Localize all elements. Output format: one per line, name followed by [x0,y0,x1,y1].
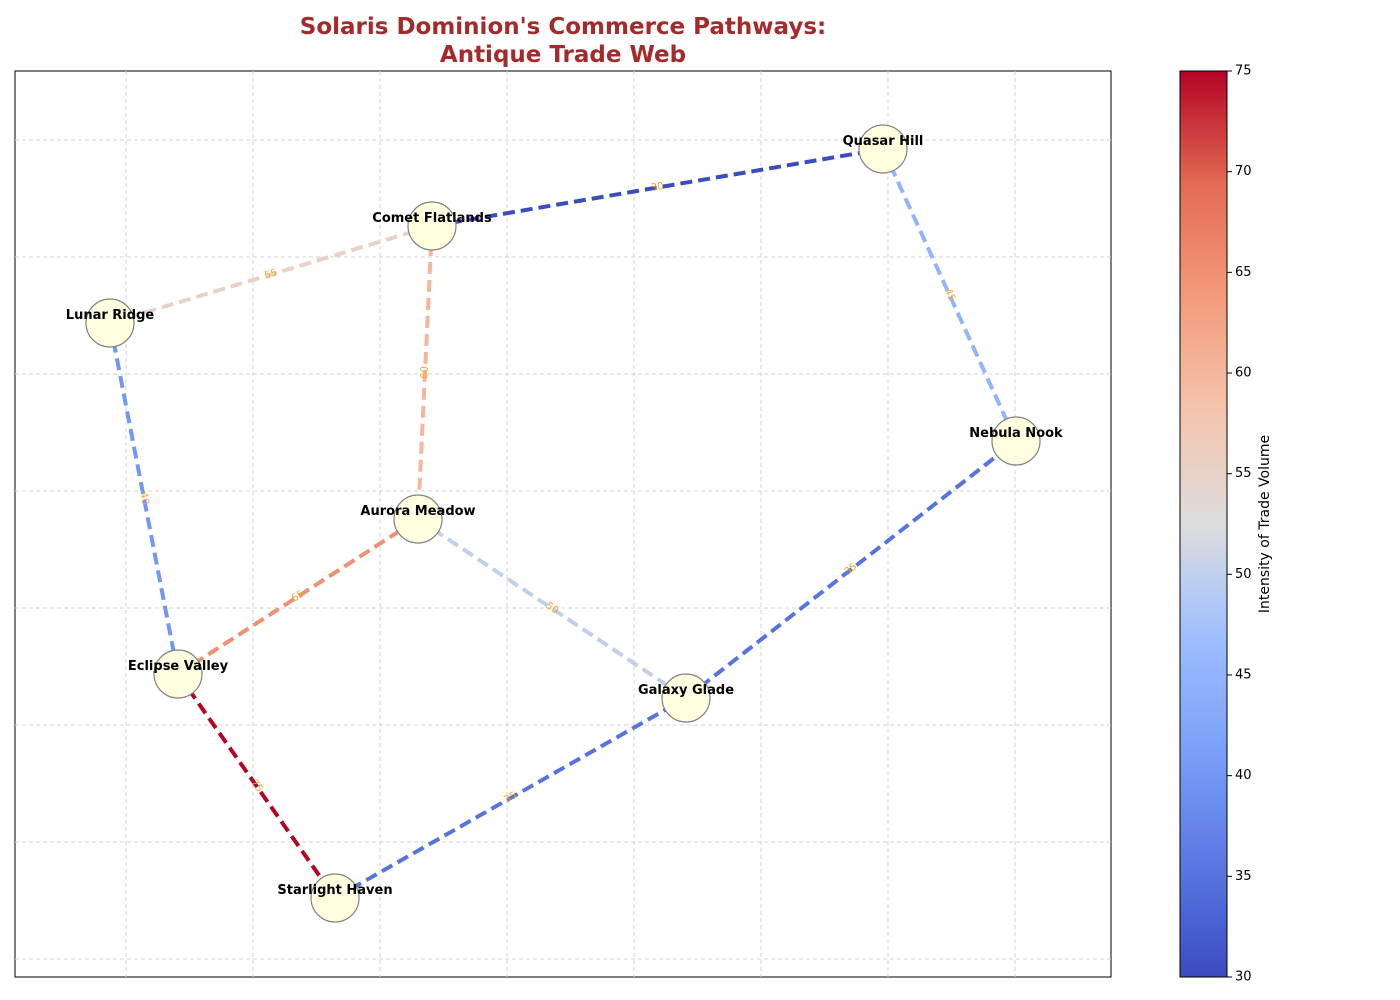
colorbar-tick-label: 30 [1235,970,1252,985]
node-eclipse [153,649,203,699]
node-quasar [858,124,908,174]
edge-lunar-comet [109,224,433,325]
edge-comet-quasar [431,147,884,228]
edge-label: 40 [137,491,150,506]
edge-comet-aurora [416,225,434,520]
node-label-starlight: Starlight Haven [277,883,392,898]
colorbar-tick-label: 65 [1235,265,1252,280]
node-label-lunar: Lunar Ridge [66,308,155,323]
edge-label: 45 [942,287,957,303]
edges [108,147,1018,900]
node-label-nebula: Nebula Nook [969,426,1063,441]
node-labels: Quasar Hill Comet Flatlands Lunar Ridge Neb… [66,134,1063,898]
node-label-eclipse: Eclipse Valley [128,659,229,674]
colorbar-tick-label: 45 [1235,668,1252,683]
edge-label: 30 [650,181,664,194]
colorbar-tick-label: 40 [1235,768,1252,783]
colorbar-tick-label: 75 [1235,64,1252,79]
node-comet [407,201,457,251]
edge-starlight-galaxy [334,696,687,900]
edge-eclipse-starlight [176,672,337,900]
grid [15,71,1111,977]
node-label-aurora: Aurora Meadow [360,504,475,519]
chart-title-line2: Antique Trade Web [440,42,686,68]
edge-lunar-eclipse [108,322,180,675]
edge-eclipse-aurora [176,517,420,676]
colorbar-gradient [1179,70,1228,978]
node-starlight [310,873,360,923]
colorbar: 30 35 40 45 50 55 60 65 70 75 Intensity of Trade … [1179,64,1273,985]
plot-frame [14,70,1112,978]
edge-galaxy-nebula [684,439,1018,700]
colorbar-tick-label: 55 [1235,466,1252,481]
colorbar-tick-label: 60 [1235,366,1252,381]
node-aurora [393,494,443,544]
colorbar-label: Intensity of Trade Volume [1257,435,1273,613]
node-label-comet: Comet Flatlands [372,211,492,226]
edge-label: 60 [419,366,431,379]
edge-label: 55 [263,267,278,281]
node-nebula [991,416,1041,466]
node-galaxy [661,673,711,723]
colorbar-tick-label: 50 [1235,567,1252,582]
nodes [85,124,1041,923]
colorbar-tick-label: 35 [1235,869,1252,884]
chart-title-line1: Solaris Dominion's Commerce Pathways: [300,14,826,40]
node-label-galaxy: Galaxy Glade [638,683,734,698]
node-lunar [85,298,135,348]
colorbar-ticks: 30 35 40 45 50 55 60 65 70 75 [1227,64,1252,985]
colorbar-tick-label: 70 [1235,164,1252,179]
node-label-quasar: Quasar Hill [843,134,924,149]
edge-label: 35 [502,790,519,806]
